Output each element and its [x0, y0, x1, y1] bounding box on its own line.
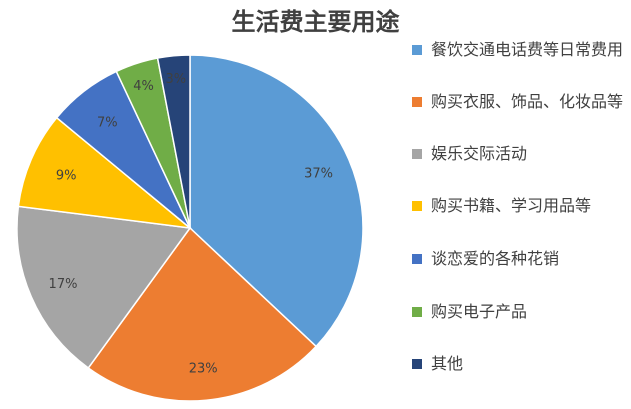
legend-label: 其他 — [431, 354, 464, 373]
slice-data-label: 17% — [49, 277, 78, 292]
legend-swatch — [412, 45, 422, 55]
pie-slice — [87, 226, 318, 402]
legend-swatch — [412, 201, 422, 211]
slice-data-label: 3% — [165, 72, 186, 87]
legend-item: 谈恋爱的各种花销 — [412, 247, 628, 270]
legend-swatch — [412, 254, 422, 264]
legend-swatch — [412, 97, 422, 107]
legend-label: 购买衣服、饰品、化妆品等 — [431, 92, 624, 111]
legend-label: 娱乐交际活动 — [431, 144, 528, 163]
legend-item: 娱乐交际活动 — [412, 142, 628, 165]
legend-label: 购买电子产品 — [431, 302, 528, 321]
legend-item: 其他 — [412, 352, 628, 375]
pie-slice — [189, 54, 364, 348]
slice-data-label: 4% — [133, 79, 154, 94]
slice-data-label: 23% — [189, 362, 218, 377]
legend-item: 购买电子产品 — [412, 300, 628, 323]
legend-item: 购买书籍、学习用品等 — [412, 194, 628, 217]
legend-swatch — [412, 307, 422, 317]
legend-label: 餐饮交通电话费等日常费用 — [431, 40, 624, 59]
legend-item: 餐饮交通电话费等日常费用 — [412, 38, 628, 61]
legend-swatch — [412, 149, 422, 159]
pie-slice — [17, 116, 193, 230]
slice-data-label: 37% — [304, 166, 333, 181]
slice-data-label: 7% — [97, 115, 118, 130]
slice-data-label: 9% — [56, 168, 77, 183]
legend-label: 谈恋爱的各种花销 — [431, 249, 560, 268]
chart-title: 生活费主要用途 — [231, 8, 400, 36]
pie-slice — [156, 54, 191, 229]
pie-slice — [16, 205, 192, 370]
legend-label: 购买书籍、学习用品等 — [431, 196, 592, 215]
legend-item: 购买衣服、饰品、化妆品等 — [412, 90, 628, 113]
legend-swatch — [412, 359, 422, 369]
